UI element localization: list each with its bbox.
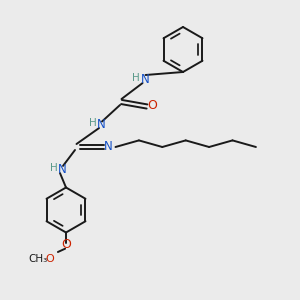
Text: O: O: [61, 238, 71, 251]
Text: N: N: [58, 163, 67, 176]
Text: H: H: [132, 73, 140, 83]
Text: H: H: [50, 163, 57, 173]
Text: N: N: [97, 118, 106, 131]
Text: O: O: [148, 99, 157, 112]
Text: O: O: [45, 254, 54, 264]
Text: N: N: [140, 73, 149, 86]
Text: N: N: [104, 140, 113, 154]
Text: H: H: [88, 118, 96, 128]
Text: CH₃: CH₃: [28, 254, 48, 264]
